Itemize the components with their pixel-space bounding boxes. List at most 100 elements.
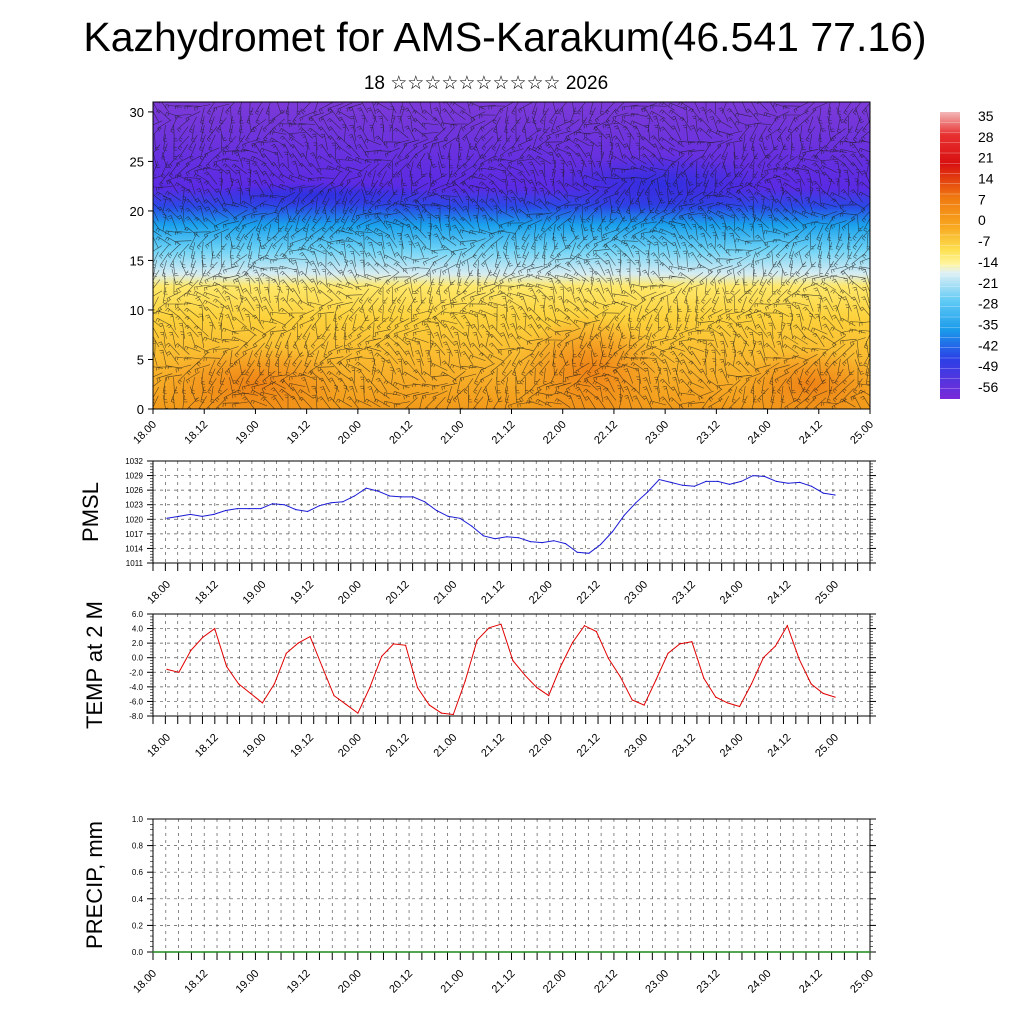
data-point — [741, 951, 743, 953]
x-tick-label: 22.12 — [592, 968, 620, 996]
data-point — [488, 627, 490, 629]
x-tick-label: 20.00 — [336, 419, 364, 447]
y-tick-label: 1011 — [126, 559, 144, 568]
data-point — [369, 687, 371, 689]
x-tick-label: 18.12 — [193, 732, 221, 760]
data-point — [856, 951, 858, 953]
colorbar-label: 35 — [978, 108, 994, 124]
colorbar: 35 28 21 14 7 0 -7 -14 -21 -28 -35 -42 -49 -56 — [940, 108, 998, 399]
y-tick-label: 1014 — [125, 544, 143, 553]
data-point — [464, 680, 466, 682]
x-tick-label: 23.00 — [643, 419, 671, 447]
data-point — [638, 951, 641, 953]
data-point — [693, 485, 696, 487]
data-point — [236, 508, 238, 510]
precip-points — [152, 951, 871, 953]
colorbar-label: 21 — [978, 150, 994, 166]
data-point — [631, 699, 633, 701]
colorbar-ticks — [940, 122, 960, 389]
x-tick-label: 21.00 — [431, 732, 459, 760]
x-tick-label: 19.00 — [234, 419, 262, 447]
x-tick-label: 19.12 — [285, 419, 313, 447]
data-point — [818, 951, 820, 953]
colorbar-label: 28 — [978, 129, 994, 145]
x-tick-label: 18.00 — [131, 419, 159, 447]
y-tick-label: 4.0 — [132, 625, 144, 634]
x-tick-label: 21.00 — [431, 579, 459, 607]
y-tick-label: 0 — [137, 402, 144, 417]
temp2m-panel: -8.0 -6.0 -4.0 -2.0 0.0 2.0 4.0 6.0 18.00 18.12 19… — [82, 601, 876, 760]
data-point — [370, 951, 372, 953]
data-point — [459, 951, 461, 953]
wind-barb-field — [153, 102, 870, 409]
data-point — [536, 687, 538, 689]
chart-subtitle: 18 ☆☆☆☆☆☆☆☆☆☆ 2026 — [363, 73, 609, 94]
data-point — [166, 517, 168, 519]
x-tick-label: 19.00 — [241, 732, 269, 760]
data-point — [576, 551, 578, 553]
data-point — [717, 480, 719, 482]
data-point — [189, 513, 191, 516]
data-point — [482, 535, 484, 537]
data-point — [667, 652, 669, 654]
panel1-y-axis: 0 5 10 15 20 25 30 — [130, 105, 153, 417]
y-tick-label: 1032 — [125, 457, 143, 466]
data-point — [834, 494, 836, 496]
data-point — [242, 951, 244, 953]
x-tick-label: 24.00 — [746, 968, 774, 996]
data-point — [810, 683, 812, 685]
x-tick-label: 25.00 — [848, 968, 876, 996]
data-point — [213, 513, 215, 516]
y-tick-label: -2.0 — [129, 668, 143, 677]
data-point — [365, 487, 367, 489]
wind-barbs — [153, 102, 870, 409]
data-point — [524, 674, 526, 676]
x-tick-label: 23.12 — [670, 579, 698, 607]
data-point — [560, 665, 562, 668]
data-point — [643, 704, 645, 706]
temp2m-grid — [153, 614, 870, 716]
y-tick-label: 1023 — [125, 501, 143, 510]
data-point — [447, 515, 449, 518]
data-point — [715, 951, 718, 953]
x-tick-label: 23.00 — [622, 579, 650, 607]
data-point — [691, 641, 693, 643]
x-tick-label: 25.00 — [813, 579, 841, 607]
data-point — [216, 951, 218, 953]
colorbar-label: -56 — [978, 379, 998, 395]
data-point — [574, 951, 577, 953]
data-point — [811, 485, 813, 487]
data-point — [357, 712, 359, 714]
data-point — [318, 951, 320, 953]
data-point — [822, 692, 824, 695]
data-point — [408, 951, 410, 953]
colorbar-label: -7 — [978, 233, 991, 249]
y-tick-label: 1026 — [125, 486, 143, 495]
y-tick-label: 0.6 — [132, 868, 144, 877]
data-point — [260, 508, 262, 510]
data-point — [600, 951, 602, 953]
data-point — [267, 951, 269, 953]
temperature-anomalies — [153, 102, 870, 409]
data-point — [572, 641, 574, 644]
data-point — [190, 649, 192, 652]
colorbar-label: 7 — [978, 191, 986, 207]
data-point — [201, 515, 203, 518]
precip-grid — [153, 819, 870, 952]
data-point — [529, 541, 531, 543]
y-tick-label: -4.0 — [129, 683, 143, 692]
data-point — [523, 951, 525, 953]
data-point — [280, 951, 282, 953]
data-point — [750, 683, 753, 685]
data-point — [587, 951, 589, 953]
colorbar-label: 0 — [978, 212, 986, 228]
data-point — [254, 951, 256, 953]
data-point — [295, 509, 297, 511]
data-point — [333, 695, 335, 697]
data-point — [715, 696, 717, 698]
data-point — [476, 639, 478, 641]
data-point — [330, 502, 332, 504]
y-tick-label: 20 — [130, 204, 144, 219]
data-point — [682, 484, 684, 486]
y-tick-label: 1017 — [125, 530, 143, 539]
